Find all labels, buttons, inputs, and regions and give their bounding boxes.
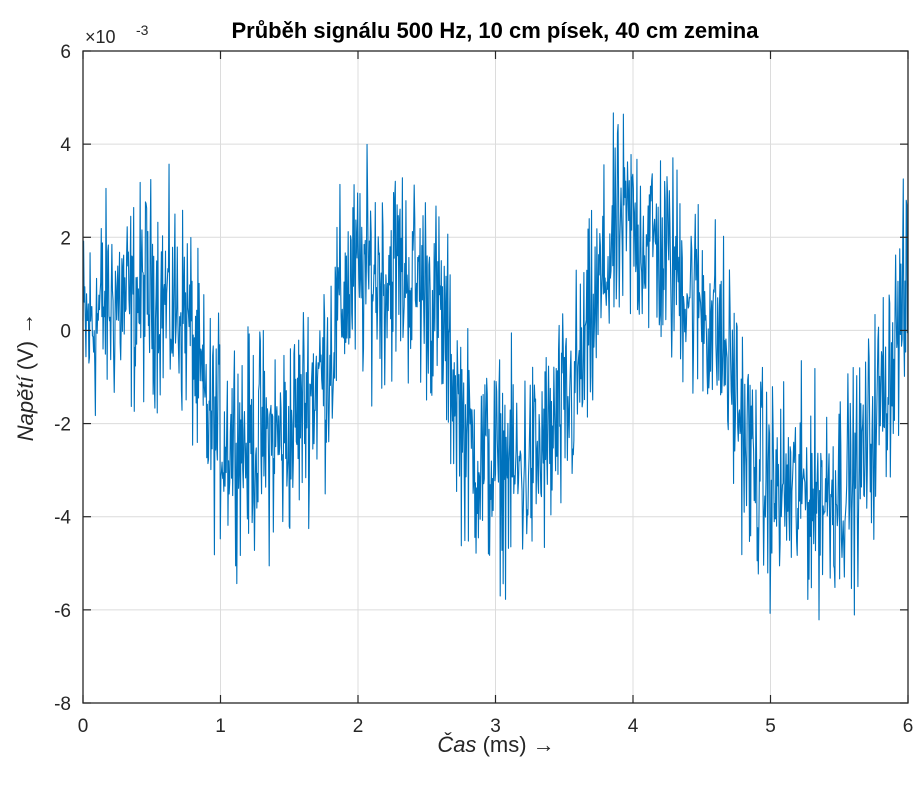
axis-ticks: 0 1 2 3 4 5 6 -8 -6 -4 -2 0 2 4 6	[54, 42, 913, 737]
y-axis-name: Napětí	[13, 374, 38, 441]
x-tick-label: 6	[903, 716, 914, 737]
x-tick-label: 0	[78, 716, 89, 737]
y-tick-label: 6	[60, 42, 71, 63]
y-tick-label: -8	[54, 694, 71, 715]
y-exponent-label: ×10 -3	[85, 22, 149, 47]
y-exponent: -3	[136, 22, 149, 38]
y-axis-label: Napětí (V) →	[13, 313, 38, 441]
y-tick-label: 2	[60, 228, 71, 249]
y-tick-label: 4	[60, 135, 71, 156]
chart-title: Průběh signálu 500 Hz, 10 cm písek, 40 c…	[231, 18, 759, 43]
y-tick-label: -2	[54, 415, 71, 436]
y-tick-label: -6	[54, 601, 71, 622]
x-axis-label: Čas (ms) →	[437, 732, 554, 757]
y-tick-label: 0	[60, 321, 71, 342]
y-multiplier: ×10	[85, 27, 116, 47]
x-tick-label: 1	[215, 716, 226, 737]
series-line	[82, 112, 909, 621]
x-tick-label: 2	[353, 716, 364, 737]
x-axis-unit: (ms)	[483, 732, 527, 757]
y-axis-unit: (V)	[13, 341, 38, 370]
x-axis-name: Čas	[437, 732, 476, 757]
x-tick-label: 4	[628, 716, 639, 737]
x-axis-arrow: →	[533, 732, 555, 757]
x-tick-label: 3	[490, 716, 501, 737]
y-axis-arrow: →	[13, 313, 38, 335]
y-tick-label: -4	[54, 508, 71, 529]
x-tick-label: 5	[765, 716, 776, 737]
